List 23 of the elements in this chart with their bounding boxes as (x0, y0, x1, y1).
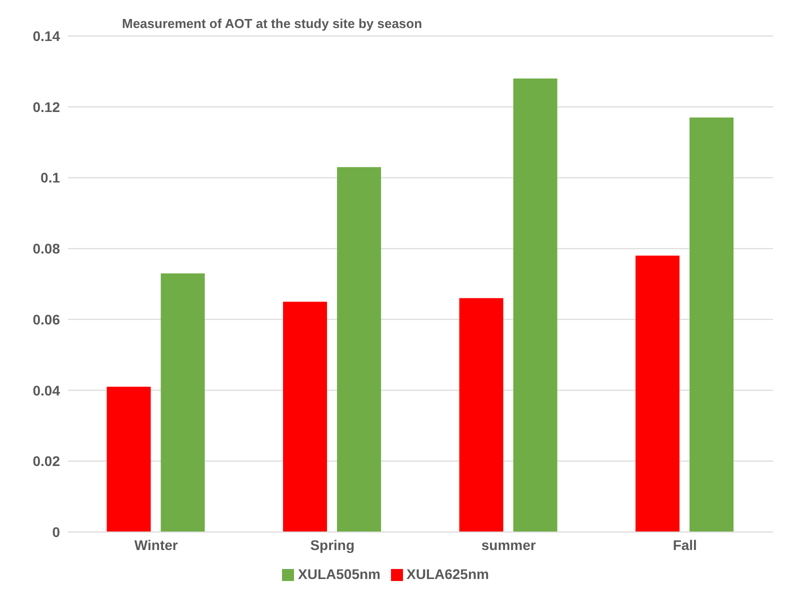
bar (636, 256, 680, 532)
legend-label: XULA505nm (298, 566, 380, 582)
y-tick-label: 0.08 (32, 240, 60, 257)
y-tick-label: 0.04 (32, 382, 60, 398)
bar (459, 298, 504, 532)
y-tick-label: 0 (52, 524, 60, 540)
bar (283, 302, 328, 532)
bar (106, 386, 151, 532)
bar (513, 78, 558, 532)
y-tick-label: 0.12 (32, 98, 60, 115)
legend-label: XULA625nm (406, 566, 489, 582)
y-tick-label: 0.02 (32, 453, 60, 470)
y-tick-label: 0.06 (32, 311, 60, 328)
y-tick-label: 0.1 (40, 170, 60, 186)
bar (160, 273, 205, 532)
chart-title: Measurement of AOT at the study site by season (122, 16, 422, 31)
bar (690, 117, 734, 532)
x-tick-label: Winter (134, 536, 178, 553)
y-tick-label: 0.14 (32, 28, 60, 44)
x-tick-label: Spring (310, 536, 355, 553)
x-tick-label: Fall (672, 536, 697, 553)
bar (337, 167, 382, 532)
x-tick-label: summer (481, 536, 536, 553)
